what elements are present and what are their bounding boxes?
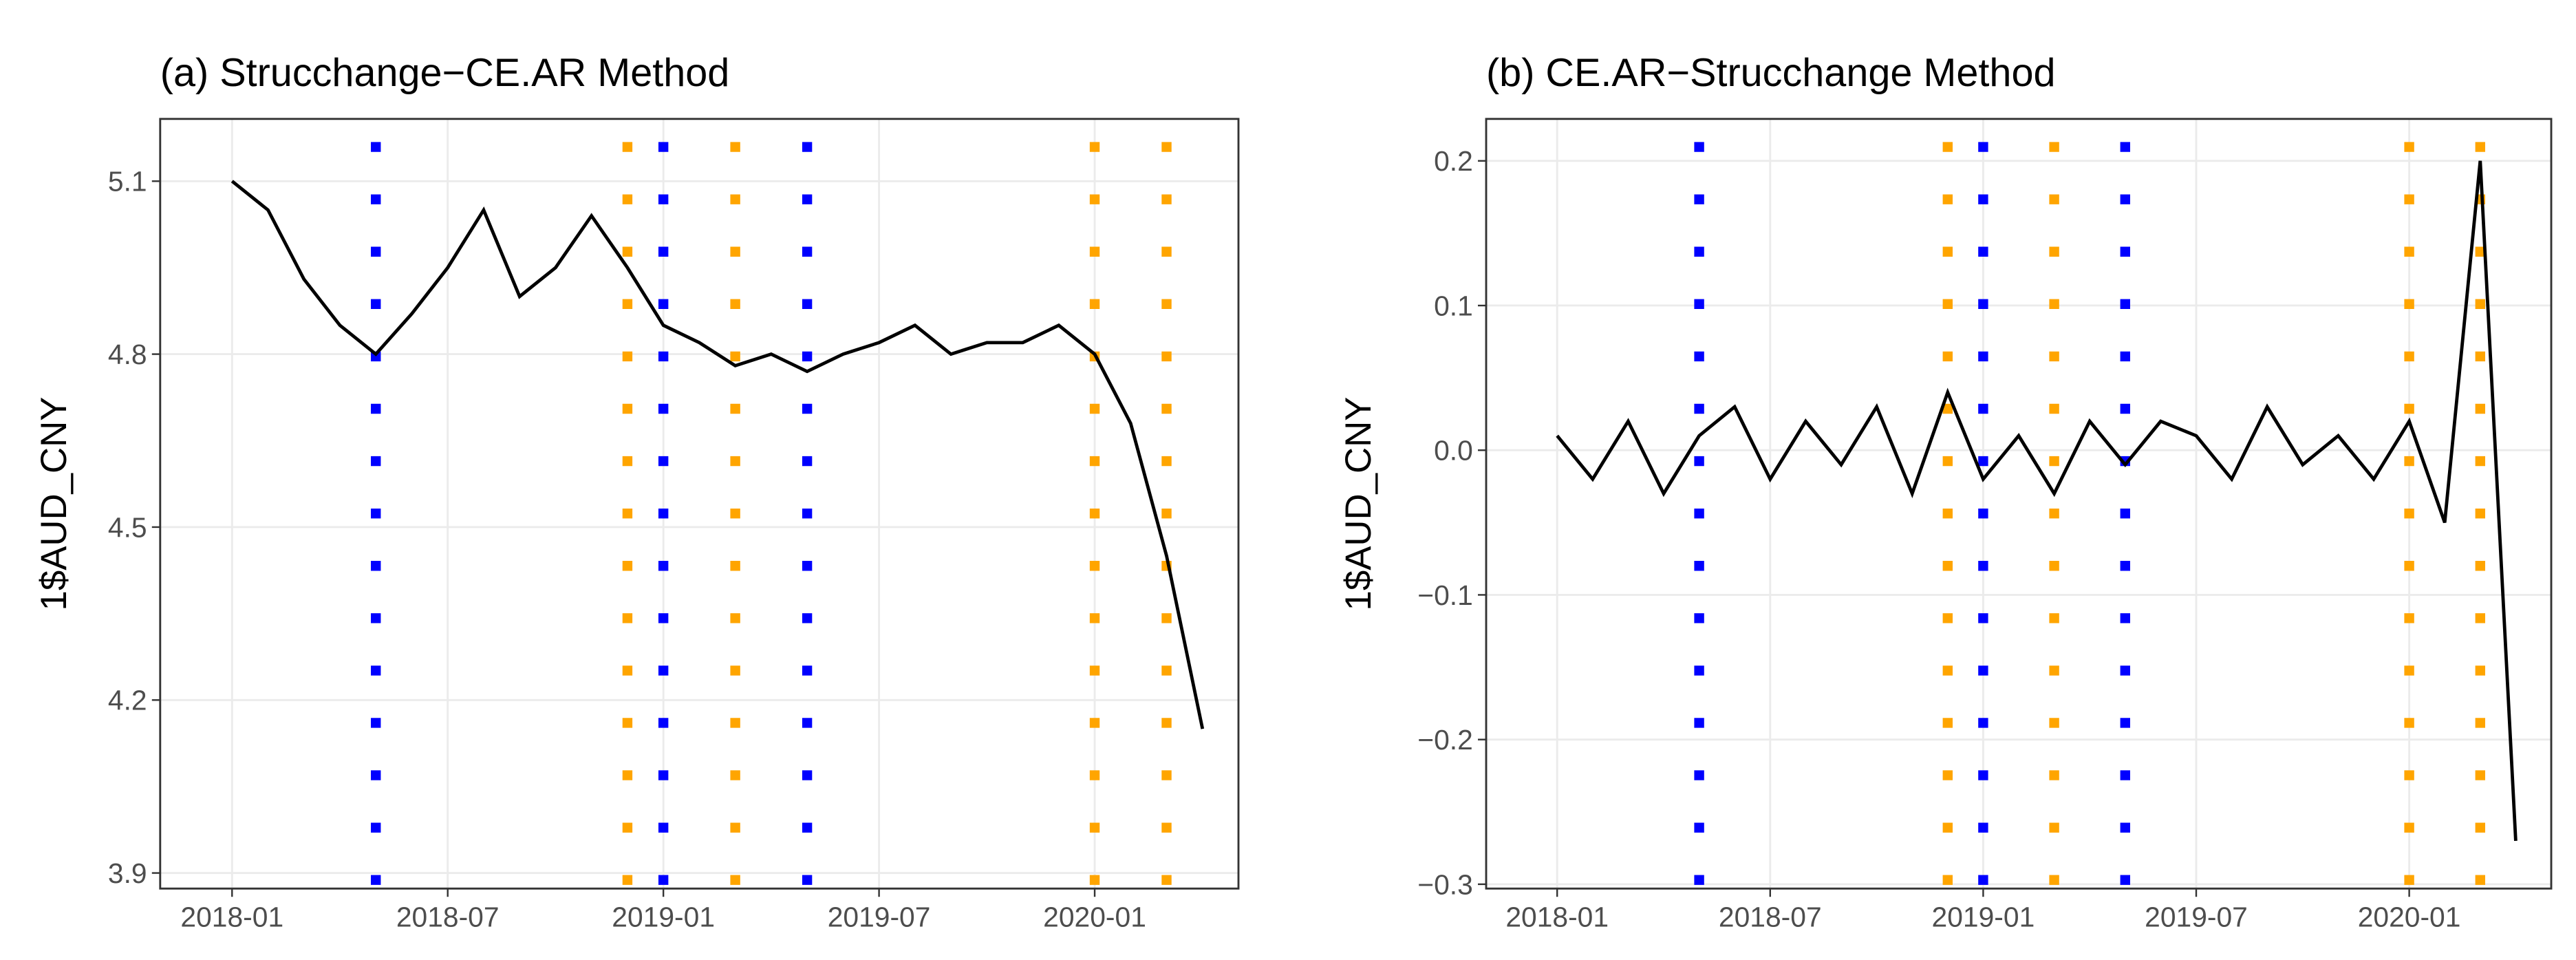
y-tick-label: 0.1 — [1434, 290, 1473, 321]
y-tick-label: −0.2 — [1417, 724, 1473, 756]
y-tick-label: 4.5 — [108, 511, 147, 543]
y-axis-label: 1$AUD_CNY — [34, 396, 74, 610]
data-line — [230, 180, 1205, 729]
x-tick-label: 2018-07 — [1719, 901, 1822, 932]
y-tick-label: −0.1 — [1417, 579, 1473, 611]
y-tick-label: 3.9 — [108, 857, 147, 889]
plot-border — [1485, 118, 2553, 890]
y-tick-label: 0.0 — [1434, 435, 1473, 467]
y-tick-label: 4.2 — [108, 685, 147, 716]
y-axis-label: 1$AUD_CNY — [1338, 396, 1379, 610]
data-line — [1556, 160, 2518, 841]
x-tick-label: 2019-07 — [2145, 901, 2248, 932]
y-tick-label: −0.3 — [1417, 868, 1473, 900]
x-tick-label: 2019-01 — [1932, 901, 2035, 932]
x-tick-label: 2019-07 — [828, 901, 931, 932]
chart-title: (a) Strucchange−CE.AR Method — [160, 51, 730, 95]
y-tick-label: 0.2 — [1434, 145, 1473, 177]
y-tick-label: 4.8 — [108, 339, 147, 370]
x-tick-label: 2019-01 — [612, 901, 715, 932]
plot-border — [159, 118, 1240, 890]
chart-title: (b) CE.AR−Strucchange Method — [1486, 51, 2056, 95]
plot-background — [1486, 118, 2551, 889]
x-tick-label: 2018-01 — [1505, 901, 1609, 932]
x-tick-label: 2018-07 — [396, 901, 500, 932]
x-tick-label: 2020-01 — [2358, 901, 2461, 932]
x-tick-label: 2020-01 — [1043, 901, 1146, 932]
x-tick-label: 2018-01 — [180, 901, 283, 932]
y-tick-label: 5.1 — [108, 166, 147, 198]
plot-background — [160, 118, 1238, 889]
